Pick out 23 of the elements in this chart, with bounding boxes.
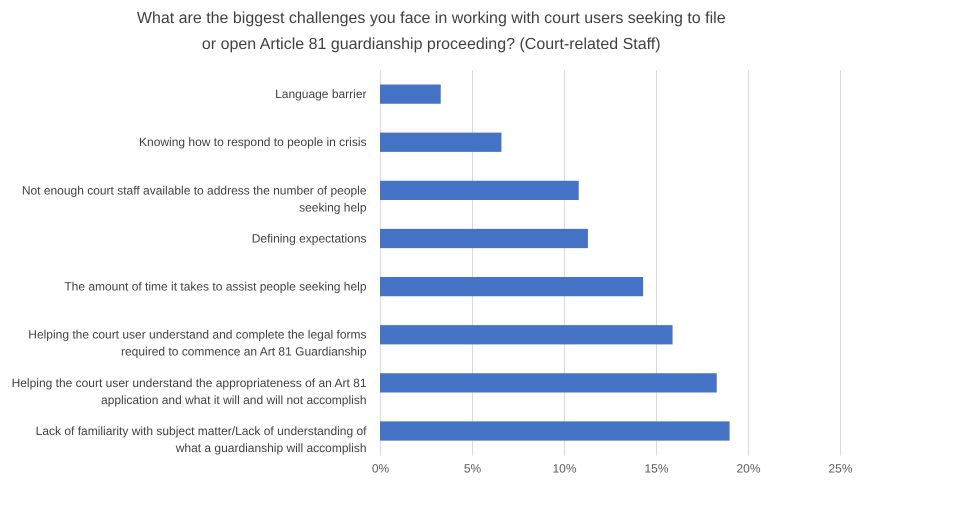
y-tick-label: The amount of time it takes to assist people seeking help xyxy=(64,280,367,294)
y-tick-label: Language barrier xyxy=(275,87,366,102)
bar xyxy=(380,325,673,344)
x-tick-label: 0% xyxy=(372,462,390,476)
y-tick-label: Not enough court staff available to address the number of people seeking help xyxy=(22,183,367,214)
y-tick-label: Lack of familiarity with subject matter/Lack of understanding of what a guardianship will accomplish xyxy=(36,424,368,455)
x-tick-label: 15% xyxy=(644,462,669,476)
bar xyxy=(380,132,502,152)
chart-title: What are the biggest challenges you face in working with court users seeking to file or open Article 81 guardianship proceeding? (Court-related Staff) xyxy=(136,10,726,53)
bar xyxy=(380,421,730,441)
bar xyxy=(380,84,441,104)
x-tick-label: 10% xyxy=(552,462,577,476)
x-tick-label: 25% xyxy=(828,462,853,476)
bar xyxy=(380,180,579,200)
y-tick-label: Defining expectations xyxy=(252,231,366,246)
bar xyxy=(380,276,644,296)
x-tick-label: 5% xyxy=(464,462,482,476)
y-tick-label: Knowing how to respond to people in crisis xyxy=(139,135,366,150)
bar xyxy=(380,373,717,392)
x-tick-label: 20% xyxy=(736,462,761,476)
y-tick-label: Helping the court user understand and complete the legal forms required to commence an Art 81 Guardianship xyxy=(28,328,367,359)
bar xyxy=(380,228,588,248)
y-tick-label: Helping the court user understand the appropriateness of an Art 81 application and what it will and will not accomplish xyxy=(12,376,367,407)
